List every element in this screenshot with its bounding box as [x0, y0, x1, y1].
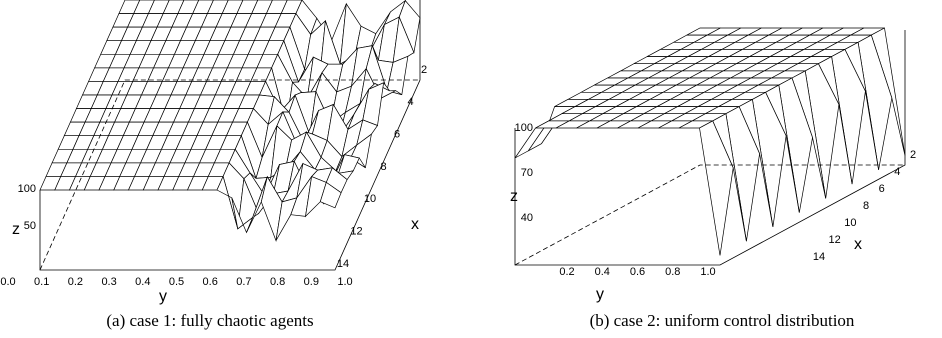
tick-label: 0.4 [595, 266, 610, 278]
surface-b [514, 27, 906, 256]
y-label: y [596, 286, 604, 303]
tick-label: 4 [894, 166, 900, 178]
tick-label: 0.8 [665, 266, 680, 278]
tick-label: 0.7 [236, 276, 251, 288]
tick-label: 0.2 [559, 266, 574, 278]
tick-label: 0.1 [34, 276, 49, 288]
tick-label: 8 [380, 161, 386, 173]
tick-label: 0.9 [304, 276, 319, 288]
tick-label: 70 [521, 167, 533, 179]
tick-label: 0.4 [135, 276, 150, 288]
tick-label: 1.0 [700, 266, 715, 278]
tick-label: 0.6 [630, 266, 645, 278]
tick-label: 2 [421, 64, 427, 76]
tick-label: 6 [394, 129, 400, 141]
tick-label: 14 [813, 251, 825, 263]
tick-label: 0.2 [68, 276, 83, 288]
tick-label: 2 [910, 149, 916, 161]
caption: (b) case 2: uniform control distribution [590, 311, 855, 330]
y-label: y [159, 288, 167, 305]
mesh-cell [319, 181, 342, 209]
tick-label: 14 [337, 258, 349, 270]
tick-label: 0.0 [0, 276, 15, 288]
x-label: x [411, 216, 419, 233]
tick-label: 0.5 [169, 276, 184, 288]
tick-label: 12 [350, 226, 362, 238]
surface-a [39, 0, 421, 242]
mesh-cell [699, 120, 734, 256]
tick-label: 4 [407, 96, 413, 108]
axes-b [514, 30, 906, 266]
z-label: z [510, 188, 518, 205]
tick-label: 8 [863, 200, 869, 212]
tick-label: 10 [364, 193, 376, 205]
axes-a [39, 0, 421, 271]
tick-label: 100 [18, 183, 36, 195]
tick-label: 1.0 [337, 276, 352, 288]
tick-label: 100 [515, 122, 533, 134]
tick-label: 40 [521, 212, 533, 224]
caption: (a) case 1: fully chaotic agents [106, 311, 313, 330]
tick-label: 12 [829, 234, 841, 246]
tick-label: 50 [24, 220, 36, 232]
hidden-axes-b [514, 164, 905, 266]
tick-label: 0.8 [270, 276, 285, 288]
tick-label: 0.6 [203, 276, 218, 288]
tick-label: 6 [879, 183, 885, 195]
z-label: z [12, 221, 20, 238]
hidden-axes-a [39, 79, 420, 271]
tick-label: 0.3 [101, 276, 116, 288]
x-label: x [854, 236, 862, 253]
tick-label: 10 [844, 217, 856, 229]
